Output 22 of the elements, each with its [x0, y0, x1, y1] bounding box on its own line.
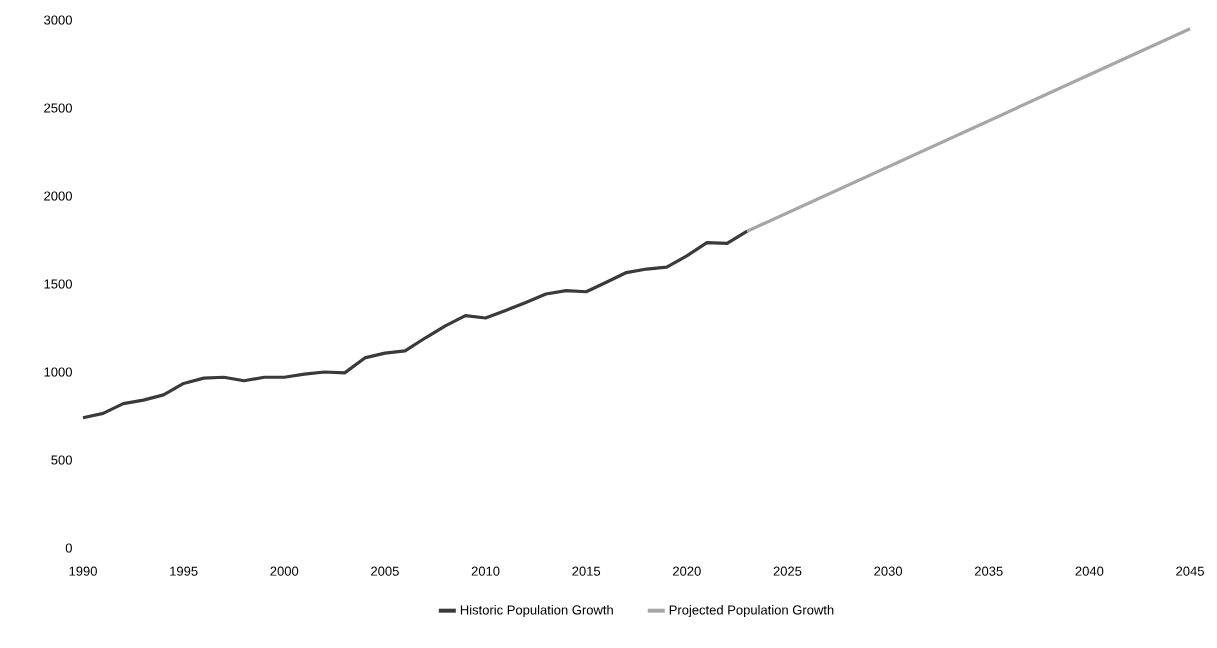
x-tick-label: 2035 [974, 566, 1003, 576]
x-tick-label: 2015 [572, 566, 601, 576]
x-tick-label: 2010 [471, 566, 500, 576]
x-tick-label: 2000 [270, 566, 299, 576]
x-tick-label: 2005 [371, 566, 399, 576]
y-tick-label: 2500 [44, 103, 72, 113]
x-tick-label: 1995 [170, 566, 198, 576]
y-tick-label: 0 [65, 543, 72, 553]
legend-label: Historic Population Growth [460, 604, 613, 618]
y-tick-label: 1000 [44, 367, 72, 377]
x-tick-label: 2045 [1176, 566, 1204, 576]
y-tick-label: 2000 [44, 191, 72, 201]
x-tick-label: 2025 [773, 566, 802, 576]
x-tick-label: 1990 [69, 566, 97, 576]
y-tick-label: 3000 [44, 15, 72, 25]
y-tick-label: 500 [51, 455, 72, 465]
legend-label: Projected Population Growth [669, 604, 834, 618]
x-tick-label: 2030 [874, 566, 903, 576]
x-tick-label: 2020 [673, 566, 701, 576]
x-tick-label: 2040 [1075, 566, 1104, 576]
line-series [81, 229, 749, 420]
y-tick-label: 1500 [44, 279, 72, 289]
